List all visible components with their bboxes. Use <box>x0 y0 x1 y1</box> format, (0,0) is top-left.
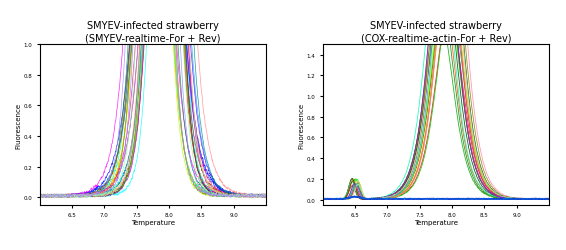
Title: SMYEV-infected strawberry
(SMYEV-realtime-For + Rev): SMYEV-infected strawberry (SMYEV-realtim… <box>85 21 221 43</box>
Y-axis label: Fluorescence: Fluorescence <box>16 102 22 148</box>
Title: SMYEV-infected strawberry
(COX-realtime-actin-For + Rev): SMYEV-infected strawberry (COX-realtime-… <box>361 21 511 43</box>
X-axis label: Temperature: Temperature <box>414 219 458 225</box>
Y-axis label: Fluorescence: Fluorescence <box>299 102 305 148</box>
X-axis label: Temperature: Temperature <box>131 219 175 225</box>
